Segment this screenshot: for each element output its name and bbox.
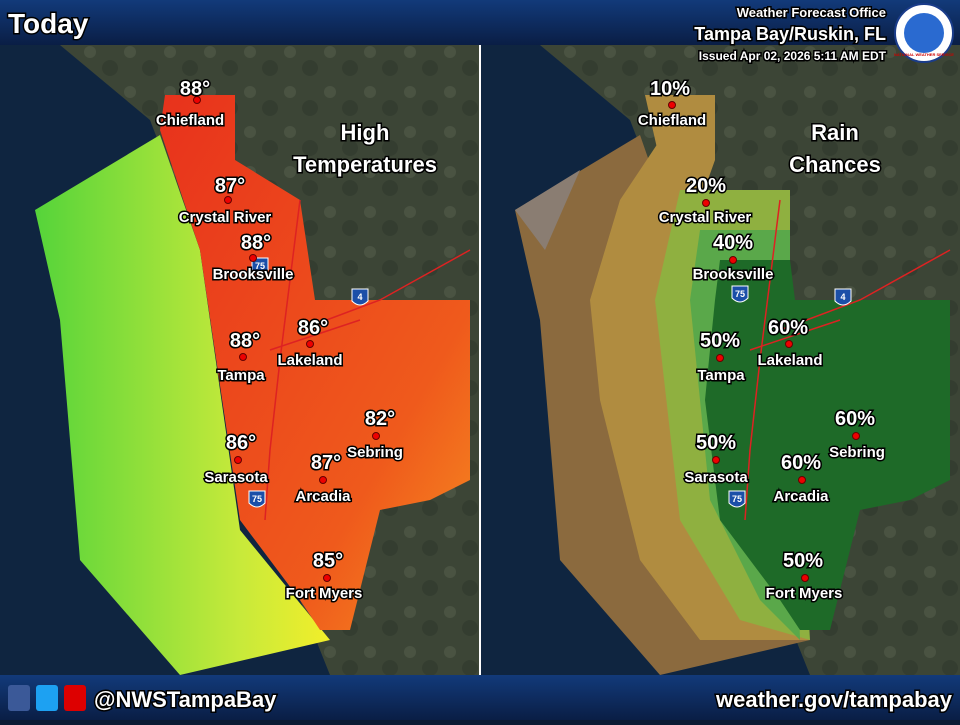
city-name: Brooksville: [213, 266, 294, 283]
city-value: 50%: [783, 550, 823, 572]
logo-center: [904, 13, 944, 53]
panel-title: High: [341, 120, 390, 145]
panel-title: Rain: [811, 120, 859, 145]
city-name: Chiefland: [156, 112, 224, 129]
city-name: Crystal River: [179, 209, 272, 226]
city-dot: [785, 340, 793, 348]
city-dot: [852, 432, 860, 440]
city-dot: [239, 353, 247, 361]
city-name: Sarasota: [684, 469, 748, 486]
city-dot: [319, 476, 327, 484]
city-value: 88°: [180, 78, 210, 100]
city-dot: [193, 96, 201, 104]
city-dot: [249, 254, 257, 262]
roads: [264, 199, 951, 521]
city-dot: [668, 101, 676, 109]
city-value: 50%: [696, 432, 736, 454]
city-dot: [712, 456, 720, 464]
city-name: Fort Myers: [286, 585, 363, 602]
header-office: Weather Forecast Office: [737, 5, 886, 20]
city-name: Fort Myers: [766, 585, 843, 602]
city-dot: [372, 432, 380, 440]
city-name: Lakeland: [277, 352, 342, 369]
twitter-icon: [36, 685, 58, 711]
interstate-number: 75: [732, 494, 742, 504]
rain-band-20: [645, 95, 715, 250]
city-dot: [224, 196, 232, 204]
city-name: Sarasota: [204, 469, 268, 486]
panel-title: Chances: [789, 152, 881, 177]
footer-social: @NWSTampaBay: [94, 687, 277, 712]
city-dot: [323, 574, 331, 582]
city-value: 86°: [298, 317, 328, 339]
facebook-icon: [8, 685, 30, 711]
city-value: 10%: [650, 78, 690, 100]
interstate-shield: [731, 285, 749, 303]
header-title: Today: [8, 8, 89, 39]
header-issued: Issued Apr 02, 2026 5:11 AM EDT: [699, 49, 887, 63]
interstate-shield: [248, 490, 266, 508]
interstate-number: 75: [252, 494, 262, 504]
interstate-shield: [728, 490, 746, 508]
city-value: 20%: [686, 175, 726, 197]
city-name: Lakeland: [757, 352, 822, 369]
city-dot: [702, 199, 710, 207]
header-bar: [0, 0, 960, 45]
city-name: Sebring: [347, 444, 403, 461]
city-value: 87°: [215, 175, 245, 197]
city-dot: [801, 574, 809, 582]
city-dot: [306, 340, 314, 348]
rain-band-0: [515, 170, 580, 250]
city-value: 85°: [313, 550, 343, 572]
city-dot: [729, 256, 737, 264]
interstate-shield: [251, 257, 269, 275]
city-value: 60%: [768, 317, 808, 339]
gulf-temperature: [35, 135, 330, 675]
panel-title: Temperatures: [293, 152, 437, 177]
footer-url: weather.gov/tampabay: [715, 687, 953, 712]
city-name: Tampa: [697, 367, 745, 384]
interstate-number: 4: [357, 292, 362, 302]
city-name: Chiefland: [638, 112, 706, 129]
city-value: 60%: [835, 408, 875, 430]
youtube-icon: [64, 685, 86, 711]
interstate-number: 4: [840, 292, 845, 302]
city-name: Tampa: [217, 367, 265, 384]
footer-bar: [0, 675, 960, 720]
city-value: 50%: [700, 330, 740, 352]
city-name: Crystal River: [659, 209, 752, 226]
city-dot: [234, 456, 242, 464]
city-name: Arcadia: [295, 488, 351, 505]
city-value: 88°: [241, 232, 271, 254]
interstate-number: 75: [255, 261, 265, 271]
city-value: 60%: [781, 452, 821, 474]
city-name: Sebring: [829, 444, 885, 461]
header-location: Tampa Bay/Ruskin, FL: [694, 24, 886, 44]
rain-band-60: [705, 260, 950, 630]
interstate-shield: [834, 288, 852, 306]
city-value: 87°: [311, 452, 341, 474]
city-dot: [798, 476, 806, 484]
city-value: 82°: [365, 408, 395, 430]
city-value: 86°: [226, 432, 256, 454]
interstate-number: 75: [735, 289, 745, 299]
city-name: Arcadia: [773, 488, 829, 505]
city-value: 40%: [713, 232, 753, 254]
city-dot: [716, 354, 724, 362]
city-value: 88°: [230, 330, 260, 352]
land-temperature: [160, 95, 470, 630]
logo-text: NATIONAL WEATHER SERVICE: [894, 52, 954, 57]
interstate-shield: [351, 288, 369, 306]
city-name: Brooksville: [693, 266, 774, 283]
